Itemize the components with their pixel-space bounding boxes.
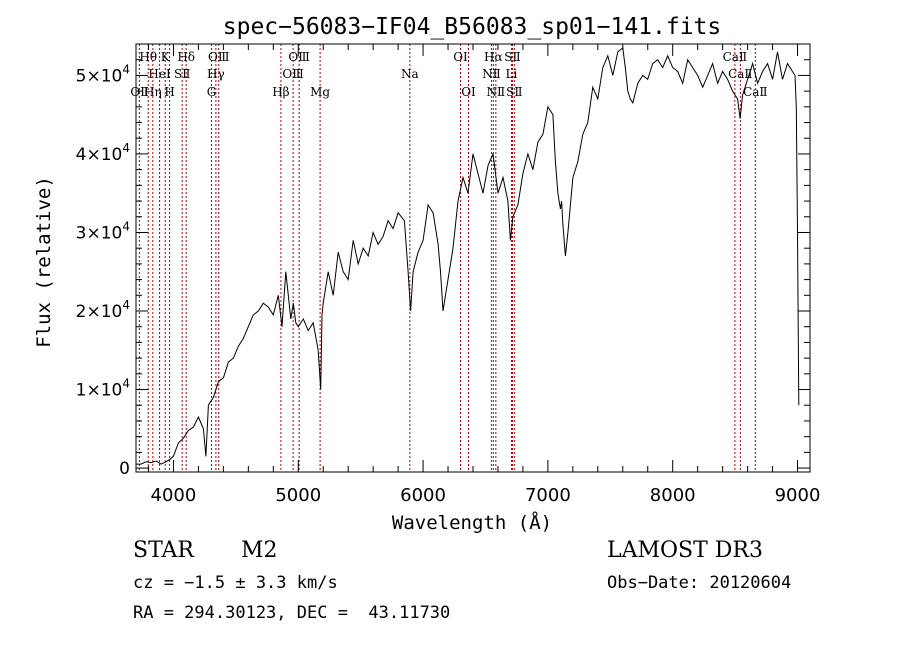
line-label: SⅡ <box>506 85 522 99</box>
line-label: NⅡ <box>487 85 506 99</box>
x-axis-ticks: 4000 5000 6000 7000 8000 9000 <box>147 44 821 506</box>
line-label: NⅡ <box>482 67 501 81</box>
line-label: G <box>207 85 217 99</box>
line-label: Hγ <box>207 67 225 81</box>
y-tick-label: 3×104 <box>76 219 130 243</box>
x-tick-label: 4000 <box>151 485 197 506</box>
x-tick-label: 9000 <box>775 485 821 506</box>
x-tick-label: 5000 <box>275 485 321 506</box>
spectral-line-labels: OⅡHθHηHeⅠKHSⅡHδGHγOⅢHβOⅢOⅢMgNaOⅠOⅠNⅡHαNⅡ… <box>130 50 767 99</box>
line-label: Hα <box>484 50 503 64</box>
line-label: OⅡ <box>130 85 148 99</box>
line-label: Mg <box>310 85 330 99</box>
line-label: Na <box>401 67 419 81</box>
line-label: CaⅡ <box>728 67 753 81</box>
y-tick-label: 0 <box>119 459 130 479</box>
spectrum-line <box>136 46 800 465</box>
line-label: OⅢ <box>288 50 309 64</box>
redshift-velocity: cz = −1.5 ± 3.3 km/s <box>133 573 338 593</box>
line-label: CaⅡ <box>743 85 768 99</box>
line-label: SⅡ <box>174 67 190 81</box>
line-label: Hδ <box>177 50 195 64</box>
x-tick-label: 6000 <box>400 485 446 506</box>
line-label: Li <box>506 67 518 81</box>
line-label: HeⅠ <box>148 67 171 81</box>
y-tick-label: 2×104 <box>76 298 130 322</box>
y-axis-ticks: 0 1×104 2×104 3×104 4×104 5×104 <box>76 59 810 479</box>
plot-frame <box>135 43 811 473</box>
line-label: OⅠ <box>461 85 476 99</box>
x-tick-label: 8000 <box>650 485 696 506</box>
line-label: OⅢ <box>208 50 229 64</box>
line-label: Hη <box>144 85 162 99</box>
y-tick-label: 4×104 <box>76 141 130 165</box>
y-tick-label: 5×104 <box>76 62 130 86</box>
y-tick-label: 1×104 <box>76 377 130 401</box>
chart-title: spec−56083−IF04_B56083_sp01−141.fits <box>223 14 722 40</box>
line-label: H <box>164 85 174 99</box>
line-label: OⅢ <box>282 67 303 81</box>
line-label: SⅡ <box>504 50 520 64</box>
spectral-line-markers <box>138 44 756 472</box>
observation-date: Obs−Date: 20120604 <box>607 573 792 593</box>
object-class: STAR <box>133 538 194 563</box>
x-tick-label: 7000 <box>525 485 571 506</box>
survey-name: LAMOST DR3 <box>607 538 763 563</box>
y-axis-label: Flux (relative) <box>33 176 55 348</box>
line-label: OⅠ <box>453 50 468 64</box>
line-label: Hθ <box>139 50 157 64</box>
x-axis-label: Wavelength (Å) <box>392 511 552 534</box>
object-subclass: M2 <box>241 538 278 563</box>
line-label: K <box>161 50 171 64</box>
line-label: Hβ <box>272 85 289 99</box>
line-label: CaⅡ <box>723 50 748 64</box>
ra-dec-coordinates: RA = 294.30123, DEC = 43.11730 <box>133 603 451 623</box>
